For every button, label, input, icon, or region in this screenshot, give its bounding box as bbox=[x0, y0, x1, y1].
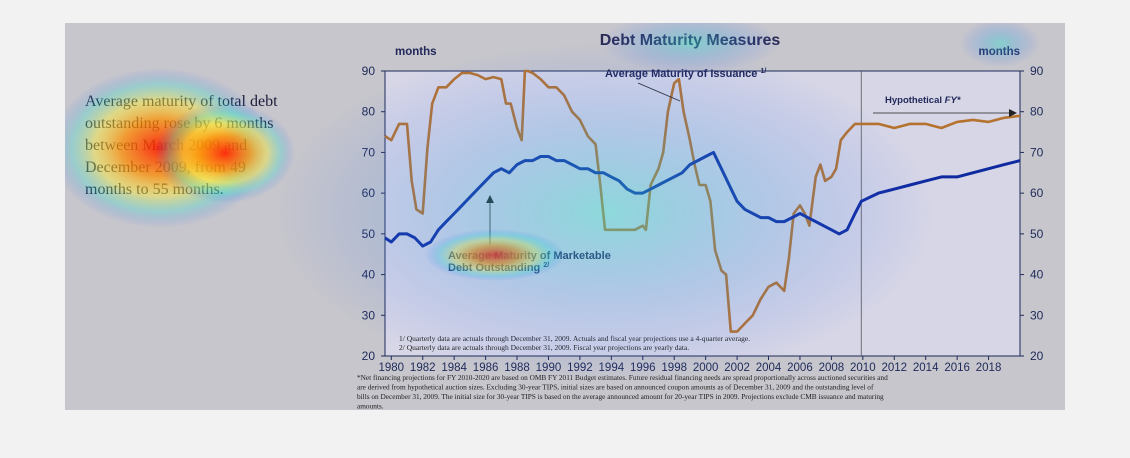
chart-footnote-line: bills on December 31, 2009. The initial … bbox=[357, 392, 884, 401]
y-tick-label-left: 90 bbox=[362, 64, 376, 78]
y-tick-label-right: 90 bbox=[1030, 64, 1044, 78]
y-tick-label-right: 50 bbox=[1030, 227, 1044, 241]
y-tick-label-right: 20 bbox=[1030, 349, 1044, 363]
y-tick-label-right: 40 bbox=[1030, 268, 1044, 282]
y-tick-label-left: 30 bbox=[362, 308, 376, 322]
y-tick-label-left: 50 bbox=[362, 227, 376, 241]
annotation-issuance: Average Maturity of Issuance 1/ bbox=[605, 68, 766, 80]
annotation-marketable-line2: Debt Outstanding 2/ bbox=[448, 262, 549, 274]
y-tick-label-left: 40 bbox=[362, 268, 376, 282]
chart-title: Debt Maturity Measures bbox=[600, 32, 781, 49]
annotation-marketable-line1: Average Maturity of Marketable bbox=[448, 250, 611, 262]
y-tick-label-left: 60 bbox=[362, 186, 376, 200]
chart-footnote-line: amounts. bbox=[357, 402, 384, 411]
y-tick-label-right: 30 bbox=[1030, 308, 1044, 322]
x-tick-label: 2016 bbox=[944, 362, 970, 374]
y-tick-label-right: 70 bbox=[1030, 145, 1044, 159]
chart-footnote-line: *Net financing projections for FY 2010-2… bbox=[357, 373, 888, 382]
y-tick-label-left: 20 bbox=[362, 349, 376, 363]
chart-note: 2/ Quarterly data are actuals through De… bbox=[399, 343, 689, 352]
x-tick-label: 2014 bbox=[913, 362, 939, 374]
y-tick-label-left: 80 bbox=[362, 105, 376, 119]
plot-area bbox=[384, 70, 1021, 357]
y-tick-label-right: 80 bbox=[1030, 105, 1044, 119]
slide-panel: Average maturity of total debt outstandi… bbox=[65, 23, 1065, 410]
y-tick-label-right: 60 bbox=[1030, 186, 1044, 200]
hypothetical-arrowhead bbox=[1009, 109, 1017, 117]
chart-note: 1/ Quarterly data are actuals through De… bbox=[399, 334, 750, 343]
chart-footnote-line: are derived from hypothetical auction si… bbox=[357, 383, 874, 392]
y-tick-label-left: 70 bbox=[362, 145, 376, 159]
x-tick-label: 2018 bbox=[976, 362, 1002, 374]
y-axis-label-left: months bbox=[395, 46, 437, 58]
y-axis-label-right: months bbox=[978, 46, 1020, 58]
annotation-hypothetical: Hypothetical FY* bbox=[885, 95, 962, 106]
